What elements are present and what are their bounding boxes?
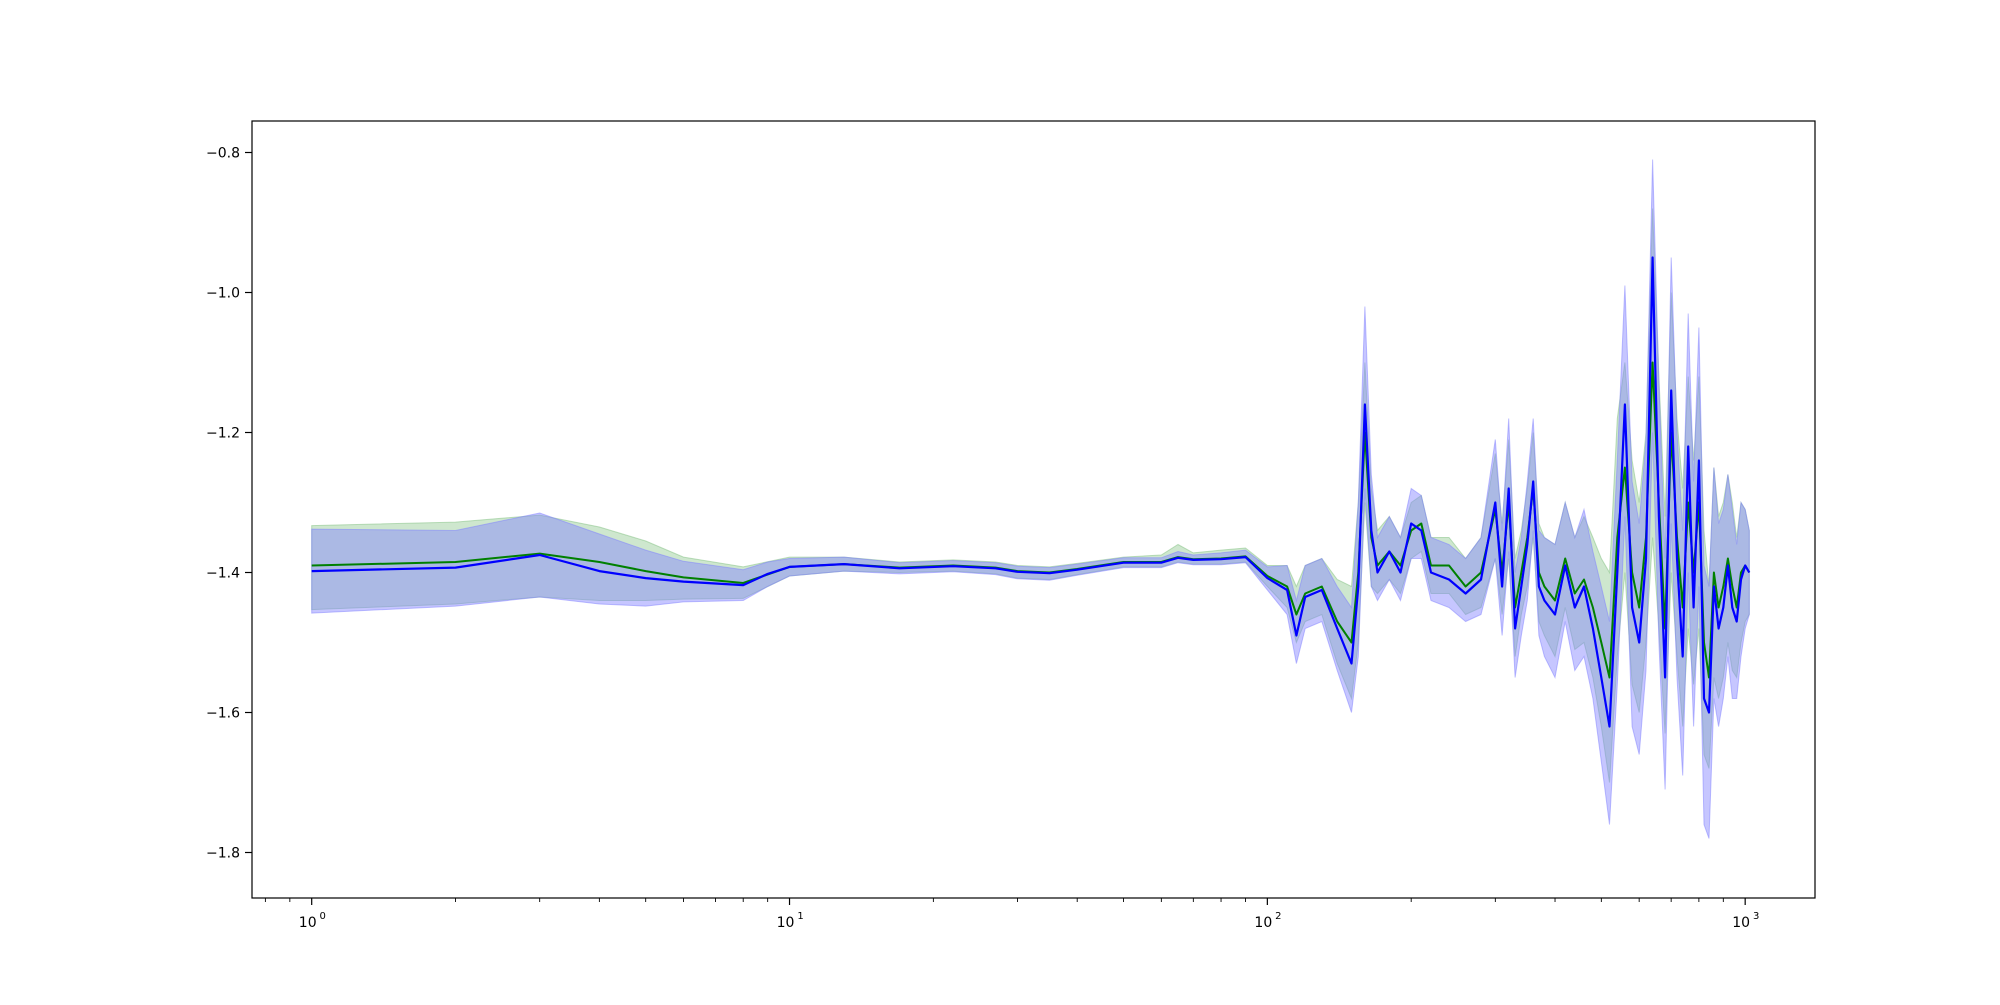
- x-tick-label-exponent: 0: [320, 911, 326, 922]
- x-tick-label-exponent: 3: [1753, 911, 1759, 922]
- x-axis: 10 0 10 1 10 2 10 3: [264, 898, 1759, 931]
- x-tick-label: 10: [1254, 915, 1272, 931]
- y-tick-label: −0.8: [206, 146, 240, 162]
- y-tick-label: −1.2: [206, 426, 240, 442]
- y-tick-label: −1.0: [206, 286, 240, 302]
- series-lines: [311, 256, 1751, 728]
- x-tick-label-exponent: 2: [1275, 911, 1281, 922]
- x-tick-label: 10: [1732, 915, 1750, 931]
- y-tick-label: −1.4: [206, 566, 240, 582]
- x-tick-label-exponent: 1: [797, 911, 803, 922]
- series-line-blue: [311, 256, 1751, 728]
- axes-frame: [251, 120, 1816, 899]
- y-tick-label: −1.6: [206, 706, 240, 722]
- x-tick-label: 10: [777, 915, 795, 931]
- y-axis: −0.8 −1.0 −1.2 −1.4 −1.6 −1.8: [206, 146, 252, 862]
- band-blue: [311, 159, 1750, 839]
- confidence-bands: [311, 159, 1750, 839]
- y-tick-label: −1.8: [206, 846, 240, 862]
- x-tick-label: 10: [299, 915, 317, 931]
